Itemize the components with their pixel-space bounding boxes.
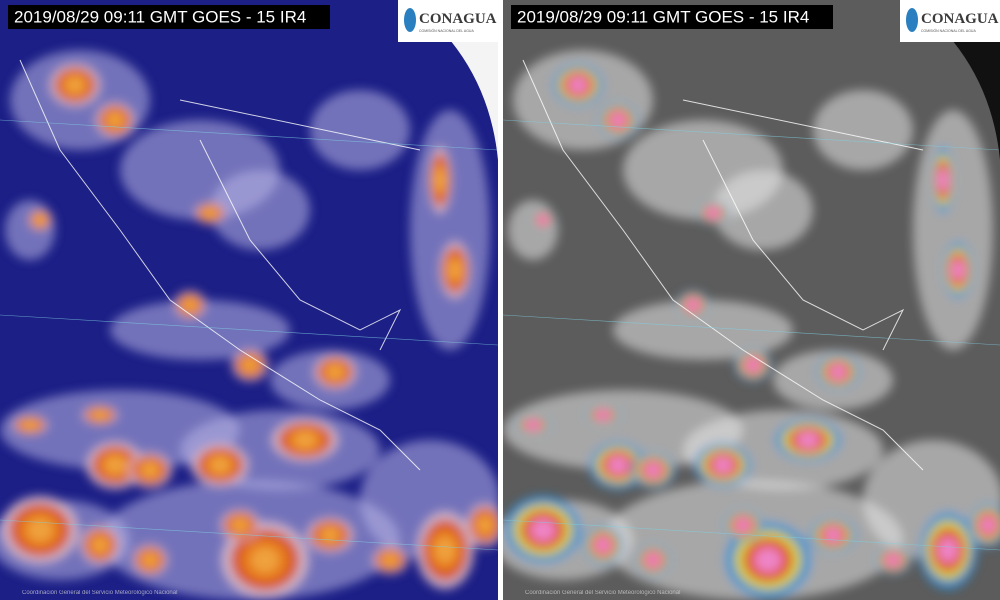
storm-cell xyxy=(885,553,901,567)
storm-cell xyxy=(22,419,38,431)
cloud xyxy=(210,170,310,250)
storm-cell xyxy=(644,462,662,478)
storm-cell xyxy=(525,419,541,431)
storm-cell xyxy=(829,364,847,380)
storm-cell xyxy=(434,537,456,563)
cloud xyxy=(508,200,558,260)
cloud xyxy=(713,170,813,250)
storm-cell xyxy=(107,112,123,128)
storm-cell xyxy=(34,214,46,226)
coastline xyxy=(522,59,924,471)
storm-cell xyxy=(754,547,782,573)
storm-cell xyxy=(321,527,339,543)
cloud xyxy=(813,90,913,170)
storm-cell xyxy=(434,168,446,192)
clouds xyxy=(503,50,1000,600)
storm-cell xyxy=(183,298,197,312)
storm-cell xyxy=(203,207,217,219)
ir-panel-gray: 2019/08/29 09:11 GMT GOES - 15 IR4 CONAGU… xyxy=(503,0,1000,600)
storm-cell xyxy=(595,409,611,421)
cloud xyxy=(410,110,490,350)
storm-cell xyxy=(607,456,629,474)
title-box xyxy=(8,5,330,29)
storm-cell xyxy=(242,358,258,372)
storm-cell xyxy=(796,431,820,449)
storm-cell xyxy=(824,527,842,543)
storm-cell xyxy=(937,537,959,563)
title-box xyxy=(511,5,833,29)
title: 2019/08/29 09:11 GMT GOES - 15 IR4 xyxy=(517,7,809,26)
lat-line xyxy=(0,314,498,346)
storm-cell xyxy=(293,431,317,449)
cloud xyxy=(310,90,410,170)
storm-cell xyxy=(937,168,949,192)
storm-cell xyxy=(745,358,761,372)
storm-cell xyxy=(142,553,158,567)
storm-cell xyxy=(209,456,231,474)
lat-line xyxy=(0,119,498,151)
storm-cell xyxy=(568,76,588,94)
credit: Coordinación General del Servicio Meteor… xyxy=(22,590,177,596)
logo-name: CONAGUA xyxy=(419,11,497,27)
storm-cell xyxy=(951,259,965,281)
storm-cell xyxy=(104,456,126,474)
storm-cell xyxy=(65,76,85,94)
cloud xyxy=(613,300,793,360)
storm-cell xyxy=(706,207,720,219)
storm-cell xyxy=(980,516,996,534)
logo-subtitle: COMISIÓN NACIONAL DEL AGUA xyxy=(419,28,474,33)
storm-cell xyxy=(92,409,108,421)
storm-cell xyxy=(326,364,344,380)
storm-cell xyxy=(92,537,108,553)
storm-cell xyxy=(735,518,751,532)
credit: Coordinación General del Servicio Meteor… xyxy=(525,590,680,596)
storm-cell xyxy=(477,516,493,534)
title: 2019/08/29 09:11 GMT GOES - 15 IR4 xyxy=(14,7,306,26)
logo-subtitle: COMISIÓN NACIONAL DEL AGUA xyxy=(921,28,976,33)
storm-cell xyxy=(645,553,661,567)
logo-name: CONAGUA xyxy=(921,11,999,27)
cloud xyxy=(5,200,55,260)
storm-cell xyxy=(537,214,549,226)
storm-cell xyxy=(686,298,700,312)
storm-cell xyxy=(251,547,279,573)
lat-line xyxy=(0,519,498,551)
lat-line xyxy=(503,519,1000,551)
lat-line xyxy=(503,314,1000,346)
storm-cell xyxy=(232,518,248,532)
clouds xyxy=(0,50,498,600)
storm-cell xyxy=(610,112,626,128)
storm-cell xyxy=(141,462,159,478)
logo-mark xyxy=(906,8,918,32)
storm-cell xyxy=(712,456,734,474)
coastline xyxy=(19,59,421,471)
storm-cell xyxy=(530,518,556,542)
cloud xyxy=(110,300,290,360)
cloud xyxy=(913,110,993,350)
ir-panel-color: 2019/08/29 09:11 GMT GOES - 15 IR4 CONAGU… xyxy=(0,0,498,600)
storm-cell xyxy=(27,518,53,542)
storm-cell xyxy=(382,553,398,567)
storm-cell xyxy=(595,537,611,553)
lat-line xyxy=(503,119,1000,151)
logo-mark xyxy=(404,8,416,32)
storm-cell xyxy=(448,259,462,281)
